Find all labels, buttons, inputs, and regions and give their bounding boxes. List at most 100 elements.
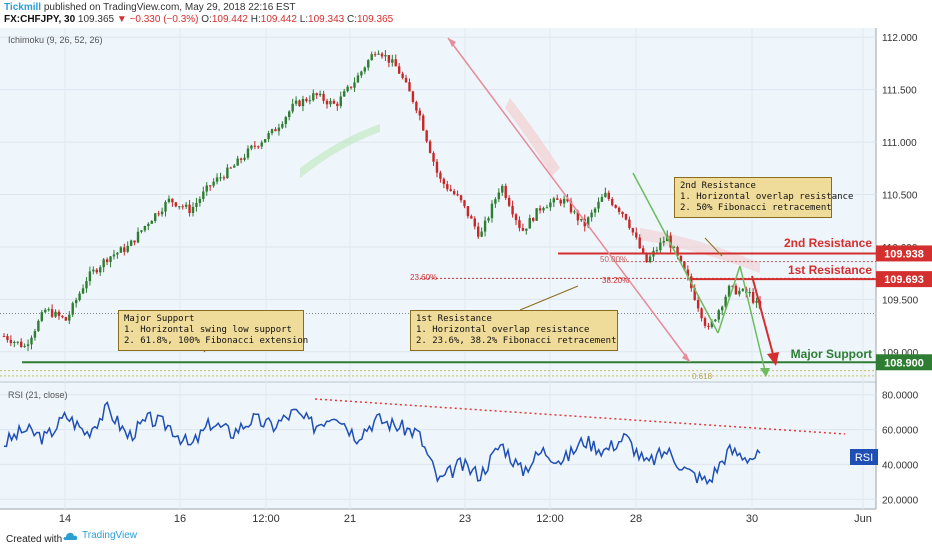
candle-body <box>483 220 487 232</box>
time-tick-label: 21 <box>344 513 356 525</box>
candle-body <box>511 205 514 215</box>
candle-body <box>377 53 380 55</box>
candle-body <box>57 311 61 316</box>
time-tick-label: 12:00 <box>536 513 564 525</box>
candle-body <box>243 157 246 160</box>
candle-body <box>387 55 391 63</box>
candle-body <box>150 220 153 224</box>
candle-body <box>140 230 143 232</box>
candle-body <box>731 285 734 287</box>
ichimoku-label[interactable]: Ichimoku (9, 26, 52, 26) <box>8 35 103 45</box>
candle-body <box>507 197 511 206</box>
callout-title: 1st Resistance <box>416 314 492 324</box>
candle-body <box>586 217 590 227</box>
candle-body <box>133 240 136 243</box>
rsi-axis-ticks: 80.0000 60.0000 40.0000 20.0000 <box>882 391 919 507</box>
candle-body <box>9 339 13 344</box>
candle-body <box>597 201 600 209</box>
candle-body <box>628 219 631 229</box>
candle-body <box>181 206 184 208</box>
candle-body <box>202 191 205 199</box>
candle-body <box>2 336 6 338</box>
candle-body <box>50 309 54 317</box>
time-tick-label: 14 <box>59 513 71 525</box>
candle-body <box>700 308 703 319</box>
candle-body <box>40 312 43 321</box>
time-tick-label: 12:00 <box>252 513 280 525</box>
major-support-price: 108.900 <box>884 357 924 369</box>
candle-body <box>397 66 401 74</box>
candle-body <box>19 341 23 347</box>
price-tick-label: 109.000 <box>882 348 919 359</box>
candle-body <box>638 237 641 249</box>
candle-body <box>339 96 342 106</box>
first-resistance-text: 1st Resistance <box>788 263 872 277</box>
trend-arrows <box>195 37 779 377</box>
rsi-tick-label: 60.0000 <box>882 426 919 437</box>
close-label: C: <box>346 14 357 25</box>
candle-body <box>566 198 569 202</box>
candle-body <box>538 208 542 211</box>
symbol-label: FX:CHFJPY, 30 <box>4 14 76 25</box>
candle-body <box>621 211 624 214</box>
callout-pointer <box>519 285 579 311</box>
publisher-name[interactable]: Tickmill <box>4 2 42 13</box>
last-price: 109.365 <box>77 14 115 25</box>
chart-area[interactable]: 50.00% 23.60% 38.20% 0.618 2nd Resistanc… <box>0 28 932 526</box>
candle-body <box>99 267 102 273</box>
candle-body <box>233 165 236 168</box>
candle-body <box>391 59 394 63</box>
callout-line: 1. Horizontal swing low support <box>124 325 292 335</box>
arrowhead-icon <box>760 368 770 377</box>
tradingview-name: TradingView <box>82 530 138 541</box>
candle-body <box>105 259 109 263</box>
tradingview-link[interactable]: TradingView <box>62 530 137 541</box>
candle-body <box>305 98 308 101</box>
candle-body <box>676 247 679 256</box>
candle-body <box>119 247 123 253</box>
candle-body <box>411 91 415 103</box>
candle-body <box>755 301 758 303</box>
candle-body <box>109 256 112 263</box>
rsi-tick-label: 20.0000 <box>882 495 919 506</box>
candle-body <box>635 232 638 238</box>
candle-body <box>707 325 710 327</box>
second-resistance-badge: 109.938 <box>876 245 932 262</box>
candle-body <box>693 288 696 301</box>
candle-body <box>81 288 85 294</box>
candle-body <box>26 344 30 346</box>
fib-38-2-label: 38.20% <box>602 276 629 285</box>
candle-body <box>463 200 466 207</box>
candle-body <box>61 315 64 318</box>
rsi-line[interactable] <box>3 401 761 486</box>
candle-body <box>312 93 315 101</box>
callout-line: 2. 50% Fibonacci retracement <box>680 203 832 213</box>
candle-body <box>126 245 129 252</box>
candle-body <box>85 281 88 289</box>
candle-body <box>215 177 219 182</box>
candle-body <box>281 124 284 128</box>
candle-body <box>102 259 105 268</box>
candle-body <box>274 129 277 132</box>
time-tick-label: Jun <box>854 513 872 525</box>
candle-body <box>442 178 446 185</box>
candle-body <box>116 252 119 255</box>
candle-body <box>449 189 452 192</box>
candle-body <box>717 310 720 320</box>
fib-50-label: 50.00% <box>600 255 627 264</box>
candle-body <box>360 71 363 76</box>
candle-body <box>294 100 298 104</box>
candle-body <box>171 198 174 203</box>
candle-body <box>611 198 614 206</box>
high-label: H: <box>250 14 261 25</box>
candle-body <box>576 211 580 221</box>
rsi-pane-label[interactable]: RSI (21, close) <box>8 390 68 400</box>
candle-body <box>710 321 714 327</box>
candle-body <box>501 185 504 193</box>
candle-body <box>721 306 724 311</box>
candle-body <box>346 86 349 92</box>
candle-body <box>590 212 593 218</box>
candlestick-series[interactable] <box>2 49 762 352</box>
candle-body <box>349 86 353 88</box>
candle-body <box>308 100 312 102</box>
